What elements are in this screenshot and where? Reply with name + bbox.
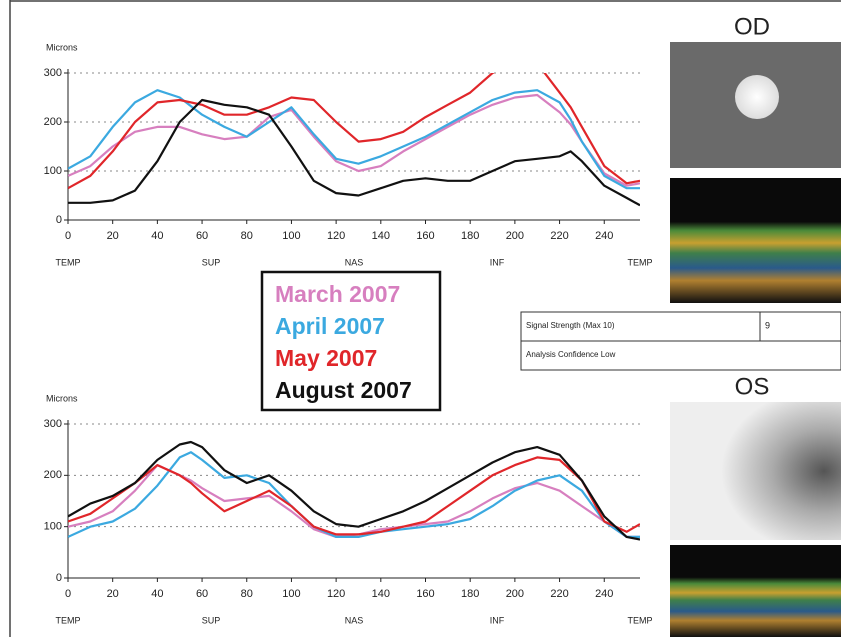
x-tick-label: 120 [327, 588, 345, 600]
x-region-label: TEMP [55, 257, 80, 267]
y-tick-label: 0 [56, 214, 62, 226]
y-axis-label: Microns [46, 393, 78, 403]
x-region-label: NAS [345, 615, 364, 625]
series-line [68, 451, 640, 538]
legend-entry: March 2007 [275, 281, 400, 307]
x-tick-label: 140 [372, 230, 390, 242]
x-tick-label: 40 [151, 230, 163, 242]
legend-entry: May 2007 [275, 345, 377, 371]
y-tick-label: 300 [44, 418, 62, 430]
x-tick-label: 20 [107, 588, 119, 600]
series-line [68, 98, 640, 207]
plot [68, 440, 640, 541]
os-label: OS [735, 373, 770, 400]
x-tick-label: 140 [372, 588, 390, 600]
y-tick-label: 0 [56, 572, 62, 584]
x-tick-label: 220 [550, 588, 568, 600]
x-tick-label: 60 [196, 230, 208, 242]
y-tick-label: 300 [44, 67, 62, 79]
plot [68, 73, 640, 207]
x-tick-label: 160 [416, 230, 434, 242]
x-tick-label: 20 [107, 230, 119, 242]
legend-box [260, 270, 442, 412]
x-tick-label: 80 [241, 230, 253, 242]
oct-image [670, 545, 841, 637]
x-tick-label: 180 [461, 588, 479, 600]
x-tick-label: 240 [595, 588, 613, 600]
series-line [68, 440, 640, 541]
x-tick-label: 80 [241, 588, 253, 600]
confidence-row [520, 340, 841, 371]
y-axis-label: Microns [46, 42, 78, 52]
y-tick-label: 100 [44, 165, 62, 177]
x-tick-label: 0 [65, 588, 71, 600]
x-tick-label: 220 [550, 230, 568, 242]
x-tick-label: 0 [65, 230, 71, 242]
x-tick-label: 240 [595, 230, 613, 242]
y-tick-label: 200 [44, 469, 62, 481]
series-line [68, 89, 640, 190]
y-tick-label: 100 [44, 521, 62, 533]
x-region-label: TEMP [55, 615, 80, 625]
oct-image [670, 178, 841, 303]
x-tick-label: 160 [416, 588, 434, 600]
y-tick-label: 200 [44, 116, 62, 128]
legend-entry: April 2007 [275, 313, 385, 339]
x-region-label: TEMP [627, 257, 652, 267]
confidence-label: Analysis Confidence Low [526, 350, 616, 359]
legend: March 2007 April 2007 May 2007 August 2007 [275, 281, 412, 403]
od-label: OD [734, 13, 770, 40]
legend-entry: August 2007 [275, 377, 412, 403]
fundus-image [670, 402, 841, 540]
x-tick-label: 200 [506, 588, 524, 600]
x-tick-label: 100 [282, 230, 300, 242]
x-region-label: TEMP [627, 615, 652, 625]
x-tick-label: 180 [461, 230, 479, 242]
x-tick-label: 120 [327, 230, 345, 242]
x-region-label: SUP [202, 615, 221, 625]
x-region-label: INF [490, 615, 505, 625]
x-tick-label: 100 [282, 588, 300, 600]
signal-row [520, 311, 841, 342]
x-tick-label: 40 [151, 588, 163, 600]
series-line [68, 73, 640, 190]
series-line [68, 456, 640, 536]
x-region-label: SUP [202, 257, 221, 267]
optic-disc [735, 75, 779, 119]
x-region-label: INF [490, 257, 505, 267]
signal-value: 9 [765, 320, 770, 330]
series-line [68, 93, 640, 187]
signal-label: Signal Strength (Max 10) [526, 321, 615, 330]
x-tick-label: 200 [506, 230, 524, 242]
x-region-label: NAS [345, 257, 364, 267]
x-tick-label: 60 [196, 588, 208, 600]
